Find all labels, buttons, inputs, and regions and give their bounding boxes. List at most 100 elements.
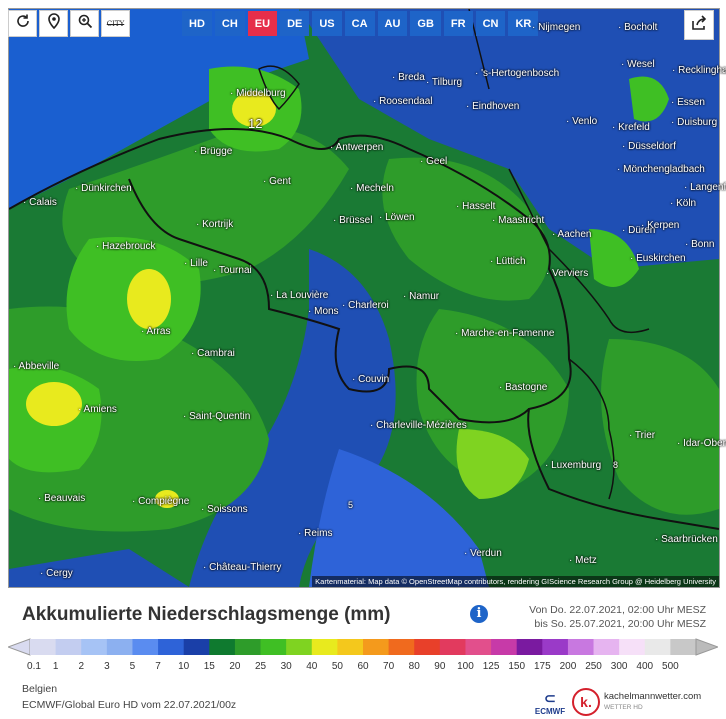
reload-icon [15, 13, 31, 34]
scale-tick-label: 500 [662, 661, 679, 672]
scale-tick-label: 150 [508, 661, 526, 672]
location-button[interactable] [39, 10, 68, 37]
scale-swatch [593, 639, 620, 655]
region-tab-ch[interactable]: CH [214, 11, 245, 36]
region-tab-hd[interactable]: HD [182, 11, 212, 36]
scale-tick-label: 1 [52, 661, 59, 672]
scale-tick-label: 400 [636, 661, 654, 672]
city-label: · Saint-Quentin [183, 411, 251, 422]
city-label: · Mönchengladbach [617, 164, 705, 175]
city-label: · Idar-Oberstein [677, 438, 726, 449]
city-label: · Charleville-Mézières [370, 420, 467, 431]
ecmwf-label: ECMWF [534, 707, 566, 716]
ecmwf-logo: ⊂ ECMWF [532, 690, 568, 716]
zoom-button[interactable] [70, 10, 99, 37]
scale-swatch [234, 639, 262, 655]
city-label: · Calais [23, 197, 57, 208]
scale-tick-label: 2 [78, 661, 84, 672]
city-label: · Brüssel [333, 215, 373, 226]
city-label: · Château-Thierry [203, 562, 282, 573]
scale-swatch [81, 639, 108, 655]
region-tab-au[interactable]: AU [377, 11, 408, 36]
scale-swatch [30, 639, 57, 655]
city-label: · Roosendaal [373, 96, 433, 107]
city-label: · Eindhoven [466, 101, 520, 112]
color-scale [8, 638, 718, 656]
scale-swatch [465, 639, 492, 655]
city-label: · Soissons [201, 504, 248, 515]
scale-swatch [106, 639, 133, 655]
city-label: · Nijmegen [532, 22, 581, 33]
scale-tick-label: 300 [610, 661, 628, 672]
city-label: · Duisburg [671, 117, 718, 128]
city-label: · Kerpen [641, 220, 680, 231]
scale-tick-label: 20 [229, 661, 241, 672]
city-label: · Gent [263, 176, 291, 187]
city-label: · Lüttich [490, 256, 526, 267]
city-toggle-button[interactable]: CITY [101, 10, 130, 37]
city-label: · Lille [184, 258, 208, 269]
city-label: · Düren [622, 225, 656, 236]
city-label: · Euskirchen [630, 253, 686, 264]
scale-swatch [644, 639, 671, 655]
city-label: · Arras [141, 326, 171, 337]
city-label: · Düsseldorf [622, 141, 676, 152]
city-label: · Compiègne [132, 496, 190, 507]
city-label: · Maastricht [492, 215, 545, 226]
scale-tick-label: 5 [129, 661, 136, 672]
city-label: · Namur [403, 291, 440, 302]
scale-swatch [516, 639, 543, 655]
region-tab-de[interactable]: DE [280, 11, 310, 36]
city-label: · Krefeld [612, 122, 650, 133]
scale-swatch [209, 639, 236, 655]
scale-swatch [132, 639, 159, 655]
city-label: · Hazebrouck [96, 241, 156, 252]
city-label: · Mecheln [350, 183, 394, 194]
city-label: · Trier [629, 430, 656, 441]
kachelmann-icon: k. [572, 688, 600, 716]
scale-swatch [311, 639, 338, 655]
city-label: · Verviers [546, 268, 589, 279]
city-label: · Aachen [552, 229, 592, 240]
scale-arrow-right [695, 638, 718, 656]
reload-button[interactable] [8, 10, 37, 37]
city-label: · Löwen [379, 212, 415, 223]
scale-tick-label: 0.1 [27, 661, 41, 672]
kachelmann-logo: k. kachelmannwetter.com WETTER HD [572, 688, 701, 716]
scale-swatch [619, 639, 646, 655]
region-tab-gb[interactable]: GB [410, 11, 441, 36]
map-credit: Kartenmaterial: Map data © OpenStreetMap… [312, 576, 719, 587]
info-icon[interactable]: i [470, 605, 488, 623]
region-tab-fr[interactable]: FR [443, 11, 473, 36]
scale-swatch [158, 639, 185, 655]
region-tab-kr[interactable]: KR [508, 11, 539, 36]
scale-tick-label: 3 [104, 661, 110, 672]
share-icon [691, 14, 707, 36]
share-button[interactable] [684, 10, 714, 40]
city-label: · Charleroi [342, 300, 389, 311]
scale-tick-label: 175 [533, 661, 551, 672]
region-tab-eu[interactable]: EU [247, 11, 278, 36]
city-label: · Wesel [621, 59, 655, 70]
city-label: · Köln [670, 198, 697, 209]
kachelmann-sub: WETTER HD [604, 704, 643, 711]
scale-tick-label: 250 [585, 661, 602, 672]
scale-tick-label: 30 [280, 661, 292, 672]
scale-arrow-left [8, 638, 31, 656]
map-toolbar: CITY [8, 10, 130, 37]
region-tab-cn[interactable]: CN [475, 11, 506, 36]
precipitation-map[interactable]: Kartenmaterial: Map data © OpenStreetMap… [8, 8, 720, 588]
scale-tick-label: 125 [482, 661, 500, 672]
isoline-label: 5 [348, 500, 354, 510]
city-label: · La Louvière [270, 290, 329, 301]
scale-swatch [55, 639, 82, 655]
region-tab-us[interactable]: US [312, 11, 342, 36]
scale-ticks: 0.1 1 2 3 5 7 10 15 20 25 30 40 50 60 70 80 90 100 125 150 1… [8, 661, 718, 675]
model-run: ECMWF/Global Euro HD vom 22.07.2021/00z [22, 699, 237, 711]
city-label: · Venlo [566, 116, 598, 127]
region-tab-ca[interactable]: CA [344, 11, 375, 36]
scale-tick-label: 60 [357, 661, 369, 672]
legend-title: Akkumulierte Niederschlagsmenge (mm) [22, 604, 391, 625]
scale-swatch [363, 639, 390, 655]
scale-tick-label: 25 [254, 661, 267, 672]
